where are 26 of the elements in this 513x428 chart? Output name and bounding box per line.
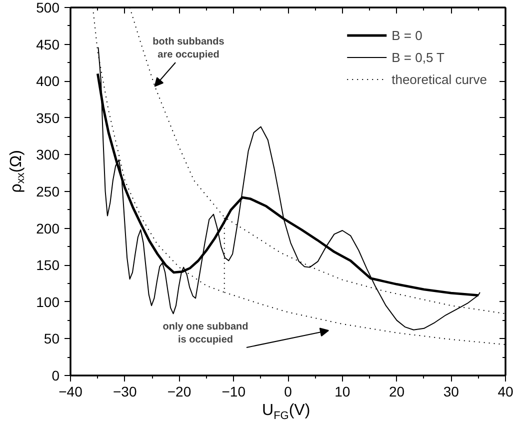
x-tick-label: 40	[498, 384, 513, 400]
y-tick-label: 250	[36, 184, 60, 200]
x-tick-label: −10	[222, 384, 246, 400]
x-tick-label: −40	[58, 384, 83, 400]
x-tick-label: 0	[284, 384, 292, 400]
y-tick-label: 500	[36, 0, 60, 16]
y-tick-label: 200	[36, 220, 60, 236]
y-tick-label: 0	[52, 368, 60, 384]
x-tick-label: 30	[443, 384, 460, 400]
x-tick-label: −20	[167, 384, 192, 400]
y-tick-label: 400	[36, 73, 60, 90]
legend-label: B = 0,5 T	[392, 50, 444, 64]
x-tick-label: 20	[388, 384, 405, 400]
legend-label: theoretical curve	[392, 72, 487, 86]
annotation: both subbands are occupied	[152, 36, 225, 61]
x-axis-title: U$_{FG}$(V)	[262, 401, 310, 424]
legend-label: B = 0	[392, 28, 422, 42]
y-tick-label: 50	[44, 330, 60, 347]
y-tick-label: 100	[36, 294, 60, 310]
y-tick-label: 350	[36, 110, 60, 126]
y-tick-label: 150	[36, 257, 60, 274]
x-tick-label: 10	[334, 384, 350, 400]
annotation: only one subband is occupied	[162, 321, 248, 346]
x-tick-label: −30	[113, 384, 137, 400]
y-tick-label: 300	[36, 146, 60, 163]
y-tick-label: 450	[36, 36, 60, 52]
